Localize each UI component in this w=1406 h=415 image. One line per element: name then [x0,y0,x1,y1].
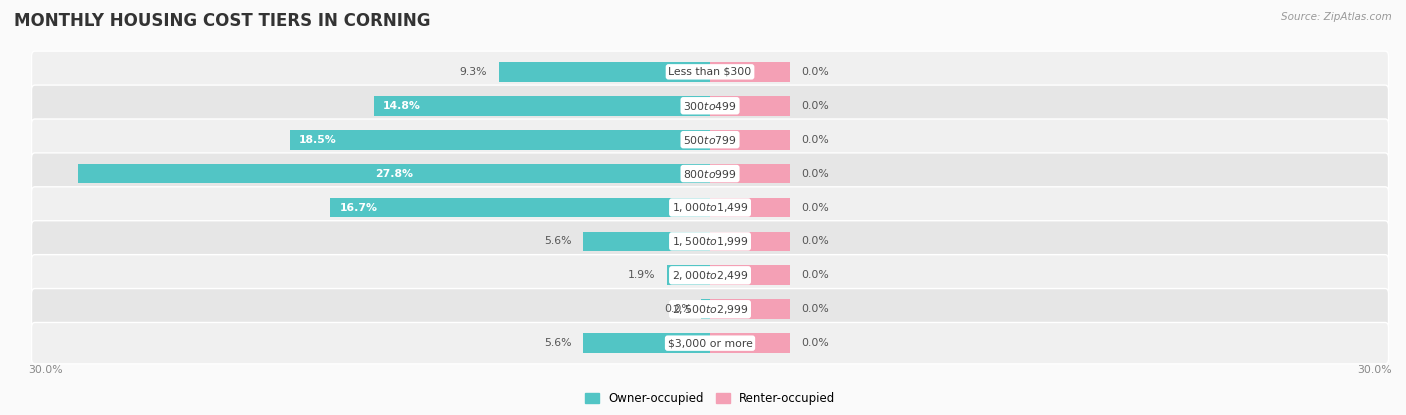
Text: $3,000 or more: $3,000 or more [668,338,752,348]
Bar [710,232,790,251]
Text: 30.0%: 30.0% [28,364,63,374]
Text: $1,500 to $1,999: $1,500 to $1,999 [672,235,748,248]
Text: 0.0%: 0.0% [801,67,828,77]
Text: Less than $300: Less than $300 [668,67,752,77]
Text: $300 to $499: $300 to $499 [683,100,737,112]
FancyBboxPatch shape [31,85,1389,127]
Text: $2,500 to $2,999: $2,500 to $2,999 [672,303,748,316]
Bar [79,164,710,183]
Text: 16.7%: 16.7% [339,203,378,212]
Text: Source: ZipAtlas.com: Source: ZipAtlas.com [1281,12,1392,22]
Bar [710,333,790,353]
Text: 30.0%: 30.0% [1357,364,1392,374]
Text: 0.0%: 0.0% [801,101,828,111]
Text: 0.0%: 0.0% [664,304,692,314]
FancyBboxPatch shape [31,153,1389,194]
Bar [710,198,790,217]
Text: 18.5%: 18.5% [298,135,336,145]
Text: 27.8%: 27.8% [375,168,413,178]
Bar [710,299,790,319]
FancyBboxPatch shape [31,221,1389,262]
Bar [582,333,710,353]
FancyBboxPatch shape [31,51,1389,93]
Legend: Owner-occupied, Renter-occupied: Owner-occupied, Renter-occupied [579,387,841,410]
Text: $2,000 to $2,499: $2,000 to $2,499 [672,269,748,282]
Text: 9.3%: 9.3% [460,67,488,77]
Text: 1.9%: 1.9% [628,270,655,280]
Bar [710,62,790,82]
Bar [499,62,710,82]
Text: $1,000 to $1,499: $1,000 to $1,499 [672,201,748,214]
Text: MONTHLY HOUSING COST TIERS IN CORNING: MONTHLY HOUSING COST TIERS IN CORNING [14,12,430,30]
Text: 0.0%: 0.0% [801,135,828,145]
Text: 14.8%: 14.8% [382,101,420,111]
Bar [666,266,710,285]
FancyBboxPatch shape [31,187,1389,228]
FancyBboxPatch shape [31,255,1389,296]
Text: $500 to $799: $500 to $799 [683,134,737,146]
Text: 5.6%: 5.6% [544,338,571,348]
Bar [330,198,710,217]
Bar [702,299,710,319]
Bar [710,266,790,285]
Bar [374,96,710,116]
Text: 0.0%: 0.0% [801,270,828,280]
FancyBboxPatch shape [31,288,1389,330]
Text: 0.0%: 0.0% [801,304,828,314]
Text: 0.0%: 0.0% [801,338,828,348]
Bar [710,130,790,149]
Bar [710,164,790,183]
Bar [290,130,710,149]
Text: $800 to $999: $800 to $999 [683,168,737,180]
FancyBboxPatch shape [31,119,1389,160]
Text: 0.0%: 0.0% [801,168,828,178]
Text: 5.6%: 5.6% [544,237,571,247]
Text: 0.0%: 0.0% [801,203,828,212]
Text: 0.0%: 0.0% [801,237,828,247]
Bar [710,96,790,116]
FancyBboxPatch shape [31,322,1389,364]
Bar [582,232,710,251]
